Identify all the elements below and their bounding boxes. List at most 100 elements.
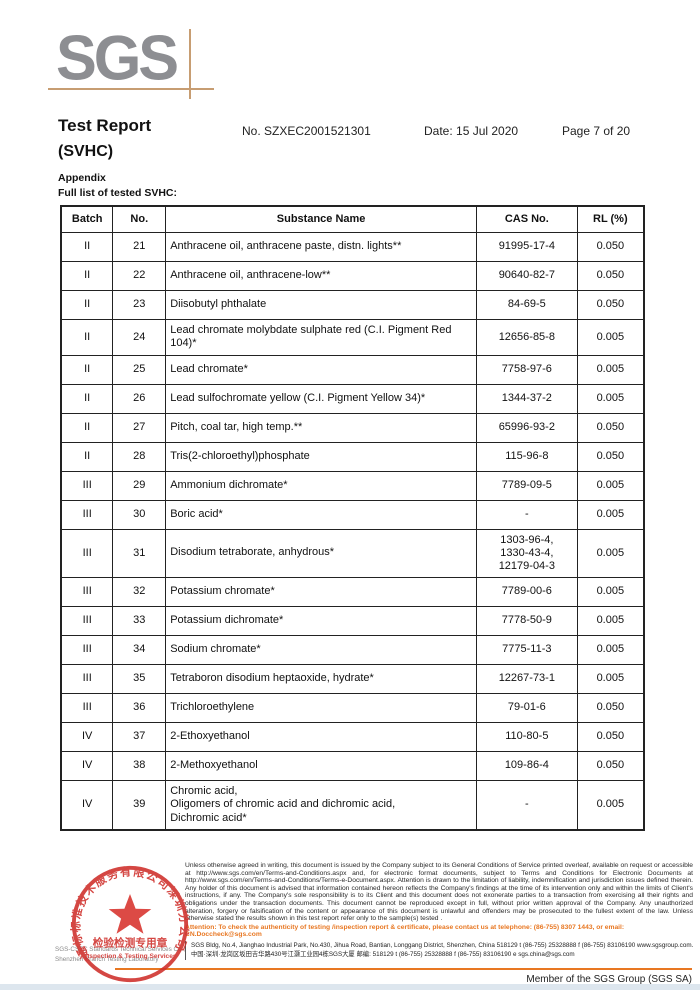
table-row: II 26 Lead sulfochromate yellow (C.I. Pi…	[60, 383, 645, 414]
cas-cell: 79-01-6	[476, 692, 578, 723]
cas-cell: 115-96-8	[476, 441, 578, 472]
rl-cell: 0.005	[576, 470, 645, 501]
substance-cell: Tetraboron disodium heptaoxide, hydrate*	[165, 663, 478, 694]
cas-cell: 1303-96-4, 1330-43-4, 12179-04-3	[476, 528, 578, 578]
column-header-no: No.	[112, 205, 167, 233]
batch-cell: II	[60, 289, 114, 320]
rl-cell: 0.005	[576, 528, 645, 578]
sgs-logo: SGS	[56, 23, 179, 94]
batch-cell: III	[60, 470, 114, 501]
cas-cell: 7778-50-9	[476, 605, 578, 636]
no-cell: 26	[112, 383, 167, 414]
table-row: IV 37 2-Ethoxyethanol 110-80-5 0.050	[60, 721, 645, 752]
batch-cell: IV	[60, 750, 114, 781]
batch-cell: III	[60, 576, 114, 607]
table-row: III 29 Ammonium dichromate* 7789-09-5 0.…	[60, 470, 645, 501]
table-row: II 24 Lead chromate molybdate sulphate r…	[60, 318, 645, 356]
substance-cell: Chromic acid, Oligomers of chromic acid …	[165, 779, 478, 831]
batch-cell: III	[60, 528, 114, 578]
batch-cell: IV	[60, 721, 114, 752]
stamp-english-text: Inspection & Testing Services	[83, 953, 176, 960]
rl-cell: 0.005	[576, 634, 645, 665]
substance-cell: Lead chromate*	[165, 354, 478, 385]
address-line-en: SGS Bldg, No.4, Jianghao Industrial Park…	[191, 941, 693, 949]
no-cell: 36	[112, 692, 167, 723]
rl-cell: 0.005	[576, 663, 645, 694]
rl-cell: 0.005	[576, 318, 645, 356]
cas-cell: 91995-17-4	[476, 231, 578, 262]
substance-cell: Tris(2-chloroethyl)phosphate	[165, 441, 478, 472]
substance-cell: Potassium chromate*	[165, 576, 478, 607]
batch-cell: IV	[60, 779, 114, 831]
no-cell: 29	[112, 470, 167, 501]
table-row: III 31 Disodium tetraborate, anhydrous* …	[60, 528, 645, 578]
table-row: III 30 Boric acid* - 0.005	[60, 499, 645, 530]
substance-cell: Trichloroethylene	[165, 692, 478, 723]
no-cell: 21	[112, 231, 167, 262]
logo-crosshair-vertical-line	[189, 29, 191, 99]
svhc-table: Batch No. Substance Name CAS No. RL (%) …	[60, 205, 645, 831]
table-row: II 25 Lead chromate* 7758-97-6 0.005	[60, 354, 645, 385]
footer-divider-line	[115, 968, 692, 970]
page-indicator: Page 7 of 20	[562, 124, 631, 138]
rl-cell: 0.050	[576, 721, 645, 752]
substance-cell: 2-Methoxyethanol	[165, 750, 478, 781]
rl-cell: 0.050	[576, 412, 645, 443]
cas-cell: -	[476, 779, 578, 831]
batch-cell: II	[60, 318, 114, 356]
report-subtitle-svhc: (SVHC)	[58, 143, 114, 160]
table-row: III 36 Trichloroethylene 79-01-6 0.050	[60, 692, 645, 723]
inspection-stamp-seal: 通标标准技术服务有限公司深圳分公司 检验检测专用章 Inspection & T…	[69, 864, 190, 983]
no-cell: 35	[112, 663, 167, 694]
rl-cell: 0.005	[576, 383, 645, 414]
no-cell: 30	[112, 499, 167, 530]
batch-cell: II	[60, 354, 114, 385]
rl-cell: 0.050	[576, 260, 645, 291]
substance-cell: Anthracene oil, anthracene paste, distn.…	[165, 231, 478, 262]
page-bottom-band	[0, 984, 700, 990]
company-name-line1: SGS-CSTC Standards Technical Services Co…	[55, 946, 187, 953]
cas-cell: 65996-93-2	[476, 412, 578, 443]
appendix-label: Appendix	[58, 172, 106, 184]
column-header-cas: CAS No.	[476, 205, 578, 233]
rl-cell: 0.005	[576, 605, 645, 636]
no-cell: 37	[112, 721, 167, 752]
table-body: II 21 Anthracene oil, anthracene paste, …	[60, 231, 645, 831]
stamp-center-text: 检验检测专用章	[93, 936, 168, 949]
substance-cell: Lead sulfochromate yellow (C.I. Pigment …	[165, 383, 478, 414]
batch-cell: II	[60, 231, 114, 262]
table-row: II 22 Anthracene oil, anthracene-low** 9…	[60, 260, 645, 291]
table-caption: Full list of tested SVHC:	[58, 187, 178, 199]
star-icon	[108, 894, 152, 934]
authenticity-attention-text: Attention: To check the authenticity of …	[185, 923, 625, 939]
rl-cell: 0.005	[576, 576, 645, 607]
batch-cell: II	[60, 441, 114, 472]
batch-cell: III	[60, 605, 114, 636]
substance-cell: Ammonium dichromate*	[165, 470, 478, 501]
no-cell: 28	[112, 441, 167, 472]
no-cell: 23	[112, 289, 167, 320]
legal-disclaimer-text: Unless otherwise agreed in writing, this…	[185, 862, 693, 923]
table-row: II 28 Tris(2-chloroethyl)phosphate 115-9…	[60, 441, 645, 472]
rl-cell: 0.005	[576, 499, 645, 530]
substance-cell: Disodium tetraborate, anhydrous*	[165, 528, 478, 578]
cas-cell: -	[476, 499, 578, 530]
report-date: Date: 15 Jul 2020	[424, 124, 519, 138]
address-line-cn: 中国·深圳·龙岗区坂田吉华路430号江灏工业园4栋SGS大厦 邮编: 51812…	[191, 951, 575, 959]
cas-cell: 7775-11-3	[476, 634, 578, 665]
table-row: III 35 Tetraboron disodium heptaoxide, h…	[60, 663, 645, 694]
no-cell: 38	[112, 750, 167, 781]
cas-cell: 1344-37-2	[476, 383, 578, 414]
table-header: Batch No. Substance Name CAS No. RL (%)	[60, 205, 645, 233]
cas-cell: 12267-73-1	[476, 663, 578, 694]
no-cell: 25	[112, 354, 167, 385]
table-header-row: Batch No. Substance Name CAS No. RL (%)	[60, 205, 645, 233]
company-name-line2: Shenzhen Branch Testing Laboratory	[55, 955, 159, 963]
batch-cell: III	[60, 692, 114, 723]
report-title: Test Report	[58, 116, 152, 135]
no-cell: 27	[112, 412, 167, 443]
no-cell: 33	[112, 605, 167, 636]
no-cell: 39	[112, 779, 167, 831]
rl-cell: 0.050	[576, 692, 645, 723]
